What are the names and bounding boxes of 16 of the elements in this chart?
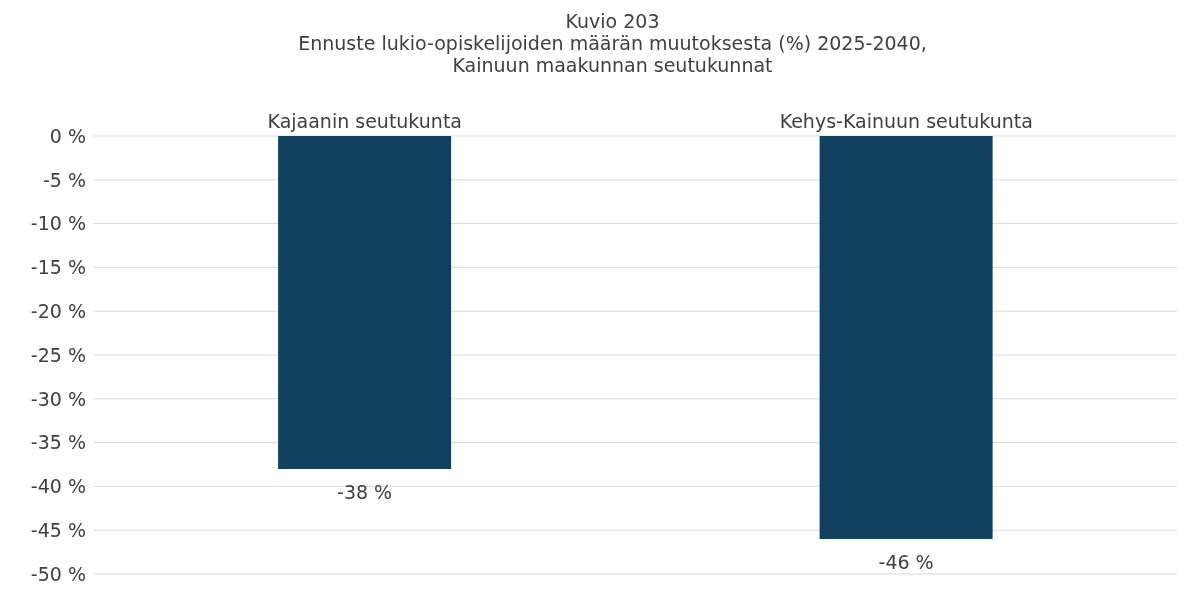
y-tick-label: -10 % — [30, 212, 86, 235]
x-tick-label: Kehys-Kainuun seutukunta — [779, 110, 1033, 132]
y-tick-label: -35 % — [30, 431, 86, 454]
y-tick-label: -40 % — [30, 475, 86, 498]
y-tick-label: -20 % — [30, 299, 86, 322]
y-tick-label: -25 % — [30, 343, 86, 366]
y-tick-label: -30 % — [30, 387, 86, 410]
y-tick-label: 0 % — [49, 124, 86, 147]
data-label: -38 % — [337, 480, 393, 503]
y-tick-label: -50 % — [30, 562, 86, 585]
data-label: -46 % — [878, 550, 934, 573]
y-tick-label: -15 % — [30, 256, 86, 279]
y-tick-label: -5 % — [42, 168, 86, 191]
chart-title: Kuvio 203 Ennuste lukio-opiskelijoiden määrän muutoksesta (%) 2025-2040, Kainuun maakunnan seutukunnat — [297, 9, 928, 78]
x-tick-label: Kajaanin seutukunta — [267, 110, 462, 132]
y-tick-label: -45 % — [30, 518, 86, 541]
